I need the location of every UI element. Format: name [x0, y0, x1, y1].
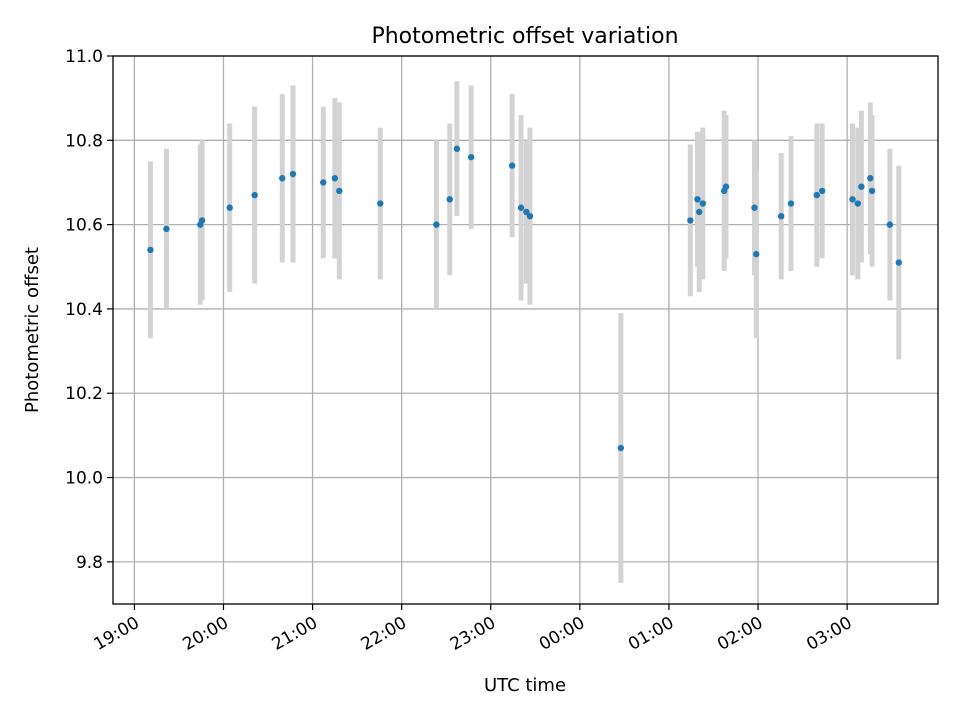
y-tick-label: 10.8 [65, 131, 103, 151]
data-point [453, 145, 461, 152]
data-point [787, 200, 795, 207]
x-axis-label: UTC time [484, 675, 566, 696]
y-tick-label: 10.6 [65, 216, 103, 236]
data-point [696, 208, 703, 216]
data-point [320, 179, 327, 186]
data-point [251, 191, 258, 199]
plot-frame [112, 55, 939, 605]
data-point [517, 204, 525, 211]
data-point [694, 196, 701, 203]
data-point [854, 200, 862, 207]
data-point [617, 444, 625, 452]
data-point [163, 225, 170, 233]
data-point [867, 175, 874, 182]
data-point [446, 196, 453, 203]
data-point [526, 212, 534, 220]
data-point [467, 153, 475, 161]
data-point [722, 183, 730, 190]
data-point [508, 162, 516, 169]
data-point [687, 217, 694, 224]
data-point [226, 204, 233, 211]
data-point [751, 204, 758, 211]
data-point [198, 217, 206, 224]
y-tick-label: 10.0 [65, 469, 103, 489]
y-tick-label: 11.0 [65, 47, 103, 67]
data-point [147, 246, 154, 254]
chart-title: Photometric offset variation [371, 24, 678, 49]
data-point [336, 187, 343, 195]
data-point [886, 221, 894, 228]
data-points [147, 145, 902, 452]
data-point [849, 196, 856, 203]
data-point [895, 259, 902, 266]
data-point [331, 175, 339, 182]
data-point [858, 183, 865, 190]
y-tick-label: 10.4 [65, 300, 103, 320]
y-axis-label: Photometric offset [22, 247, 43, 413]
y-tick-label: 10.2 [65, 384, 103, 404]
data-point [753, 250, 760, 258]
data-point [699, 200, 706, 207]
data-point [813, 191, 821, 199]
data-point [523, 208, 530, 216]
data-point [868, 187, 876, 195]
data-point [289, 170, 297, 178]
data-point [279, 175, 286, 182]
y-tick-label: 9.8 [76, 553, 103, 573]
data-point [377, 200, 384, 207]
data-point [777, 212, 785, 220]
data-point [433, 221, 440, 228]
data-point [818, 187, 826, 195]
